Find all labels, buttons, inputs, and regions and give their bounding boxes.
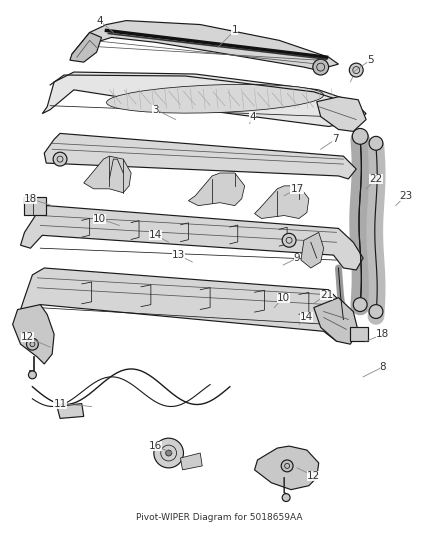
Polygon shape (13, 304, 54, 364)
Circle shape (53, 152, 67, 166)
Circle shape (350, 63, 363, 77)
Text: 10: 10 (277, 293, 290, 303)
Text: 17: 17 (290, 184, 304, 194)
Circle shape (282, 233, 296, 247)
Text: 23: 23 (399, 191, 412, 201)
Circle shape (166, 450, 172, 456)
Circle shape (353, 297, 367, 311)
Text: 9: 9 (294, 253, 300, 263)
Circle shape (281, 460, 293, 472)
Text: 11: 11 (53, 399, 67, 409)
Polygon shape (254, 446, 319, 490)
Text: 8: 8 (380, 362, 386, 372)
Text: 1: 1 (232, 26, 238, 36)
Polygon shape (84, 156, 131, 193)
Text: 7: 7 (332, 134, 339, 144)
Text: 22: 22 (369, 174, 383, 184)
Bar (350, 327, 368, 341)
Text: 5: 5 (367, 55, 373, 65)
Text: 16: 16 (149, 441, 162, 451)
Text: 18: 18 (376, 329, 389, 340)
Circle shape (154, 438, 184, 468)
Text: 12: 12 (307, 471, 321, 481)
Polygon shape (57, 403, 84, 418)
Text: 14: 14 (300, 312, 314, 322)
Circle shape (26, 338, 38, 350)
Circle shape (313, 59, 328, 75)
Polygon shape (314, 297, 358, 344)
Circle shape (369, 136, 383, 150)
Ellipse shape (106, 84, 324, 113)
Polygon shape (72, 21, 339, 70)
Text: 13: 13 (172, 250, 185, 260)
Text: 4: 4 (96, 15, 103, 26)
Circle shape (282, 494, 290, 502)
Circle shape (369, 304, 383, 318)
Text: 10: 10 (93, 214, 106, 223)
Polygon shape (180, 453, 202, 470)
Polygon shape (254, 186, 309, 219)
Polygon shape (42, 72, 366, 126)
Text: 14: 14 (149, 230, 162, 240)
Text: 12: 12 (21, 332, 34, 342)
Text: 4: 4 (249, 111, 256, 122)
Polygon shape (44, 133, 356, 179)
Text: Pivot-WIPER Diagram for 5018659AA: Pivot-WIPER Diagram for 5018659AA (136, 513, 302, 522)
Circle shape (352, 128, 368, 144)
Polygon shape (21, 268, 353, 341)
Polygon shape (301, 232, 324, 268)
Text: 18: 18 (24, 193, 37, 204)
Polygon shape (317, 97, 366, 132)
Polygon shape (70, 33, 102, 62)
Bar (25, 197, 46, 215)
Text: 3: 3 (152, 104, 159, 115)
Polygon shape (21, 206, 363, 270)
Circle shape (28, 371, 36, 379)
Text: 21: 21 (320, 290, 333, 300)
Polygon shape (188, 173, 245, 206)
